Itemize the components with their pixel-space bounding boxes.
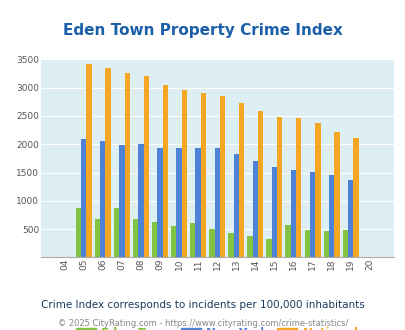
- Bar: [86, 64, 92, 257]
- Bar: [258, 111, 263, 257]
- Bar: [220, 96, 225, 257]
- Bar: [323, 231, 328, 257]
- Text: Crime Index corresponds to incidents per 100,000 inhabitants: Crime Index corresponds to incidents per…: [41, 300, 364, 310]
- Bar: [76, 208, 81, 257]
- Legend: Eden Town, New York, National: Eden Town, New York, National: [71, 322, 362, 330]
- Bar: [81, 139, 86, 257]
- Bar: [266, 239, 271, 257]
- Bar: [100, 142, 105, 257]
- Bar: [304, 230, 309, 257]
- Bar: [176, 148, 181, 257]
- Bar: [228, 233, 233, 257]
- Bar: [171, 226, 176, 257]
- Bar: [113, 208, 119, 257]
- Bar: [239, 103, 244, 257]
- Bar: [271, 167, 276, 257]
- Bar: [138, 144, 143, 257]
- Bar: [347, 180, 352, 257]
- Bar: [94, 219, 100, 257]
- Bar: [151, 222, 157, 257]
- Bar: [295, 118, 301, 257]
- Bar: [214, 148, 220, 257]
- Bar: [233, 154, 239, 257]
- Bar: [352, 138, 358, 257]
- Bar: [285, 225, 290, 257]
- Bar: [162, 85, 168, 257]
- Bar: [190, 223, 195, 257]
- Bar: [333, 132, 339, 257]
- Bar: [195, 148, 200, 257]
- Bar: [143, 76, 149, 257]
- Bar: [157, 148, 162, 257]
- Bar: [132, 219, 138, 257]
- Text: © 2025 CityRating.com - https://www.cityrating.com/crime-statistics/: © 2025 CityRating.com - https://www.city…: [58, 319, 347, 328]
- Bar: [105, 68, 111, 257]
- Text: Eden Town Property Crime Index: Eden Town Property Crime Index: [63, 23, 342, 38]
- Bar: [209, 229, 214, 257]
- Bar: [200, 93, 206, 257]
- Bar: [309, 172, 314, 257]
- Bar: [276, 116, 282, 257]
- Bar: [119, 145, 124, 257]
- Bar: [247, 236, 252, 257]
- Bar: [342, 230, 347, 257]
- Bar: [252, 161, 258, 257]
- Bar: [290, 170, 295, 257]
- Bar: [328, 175, 333, 257]
- Bar: [124, 73, 130, 257]
- Bar: [181, 90, 187, 257]
- Bar: [314, 123, 320, 257]
